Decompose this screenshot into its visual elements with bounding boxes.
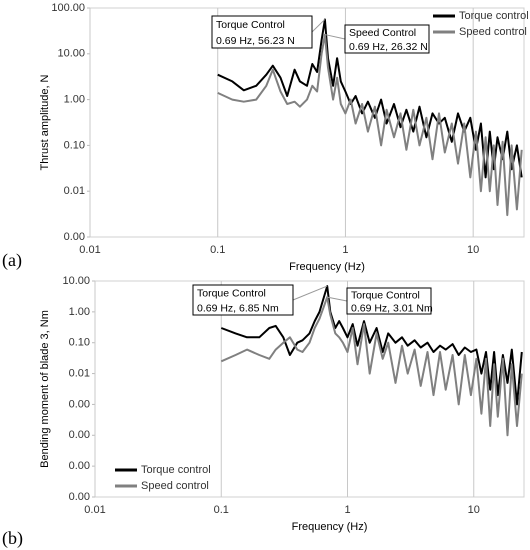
annotation-box bbox=[344, 24, 430, 54]
x-tick-label: 1 bbox=[344, 504, 350, 516]
annotation-text: Torque Control bbox=[216, 19, 285, 31]
annotation-text: 0.69 Hz, 3.01 Nm bbox=[351, 302, 433, 314]
x-tick-label: 0.1 bbox=[210, 244, 225, 256]
y-tick-label: 10.00 bbox=[62, 275, 90, 287]
y-tick-label: 0.00 bbox=[64, 231, 85, 243]
y-axis-label: Bending moment of blade 3, Nm bbox=[39, 310, 51, 468]
x-tick-label: 0.01 bbox=[84, 504, 105, 516]
annotation-box bbox=[211, 15, 313, 49]
y-tick-label: 100.00 bbox=[51, 2, 85, 14]
legend-label: Torque control bbox=[459, 10, 529, 22]
y-tick-label: 0.00 bbox=[69, 429, 90, 441]
y-tick-label: 0.10 bbox=[69, 337, 90, 349]
annotation-box bbox=[346, 287, 432, 315]
series-line bbox=[220, 296, 523, 437]
y-tick-label: 1.00 bbox=[64, 94, 85, 106]
legend-label: Speed control bbox=[141, 480, 209, 492]
legend-label: Speed control bbox=[459, 26, 527, 38]
annotation-text: 0.69 Hz, 6.85 Nm bbox=[197, 302, 279, 314]
x-tick-label: 0.1 bbox=[214, 504, 229, 516]
leader-line bbox=[327, 296, 348, 302]
x-axis-label: Frequency (Hz) bbox=[289, 261, 365, 273]
panel-label: (a) bbox=[2, 250, 22, 271]
y-tick-label: 0.01 bbox=[69, 367, 90, 379]
annotation-text: Torque Control bbox=[351, 289, 420, 301]
annotation-box bbox=[192, 284, 294, 316]
y-tick-label: 0.10 bbox=[64, 139, 85, 151]
leader-line bbox=[324, 34, 346, 40]
x-tick-label: 10 bbox=[467, 244, 479, 256]
y-tick-label: 10.00 bbox=[57, 48, 85, 60]
y-tick-label: 0.00 bbox=[69, 460, 90, 472]
panel-label: (b) bbox=[2, 528, 23, 549]
annotation-text: 0.69 Hz, 26.32 N bbox=[349, 41, 428, 53]
annotation-text: Torque Control bbox=[197, 287, 266, 299]
annotation-text: Speed Control bbox=[349, 27, 416, 39]
x-axis-label: Frequency (Hz) bbox=[292, 521, 368, 533]
y-tick-label: 0.01 bbox=[64, 185, 85, 197]
annotation-text: 0.69 Hz, 56.23 N bbox=[216, 35, 295, 47]
leader-line bbox=[292, 285, 328, 301]
x-tick-label: 0.01 bbox=[79, 244, 100, 256]
y-axis-label: Thrust amplitude, N bbox=[39, 74, 51, 170]
leader-line bbox=[311, 19, 326, 33]
x-tick-label: 1 bbox=[342, 244, 348, 256]
series-line bbox=[220, 285, 523, 406]
y-tick-label: 1.00 bbox=[69, 306, 90, 318]
series-line bbox=[217, 33, 523, 217]
x-tick-label: 10 bbox=[468, 504, 480, 516]
y-tick-label: 0.00 bbox=[69, 398, 90, 410]
legend-label: Torque control bbox=[141, 464, 211, 476]
y-tick-label: 0.00 bbox=[69, 491, 90, 503]
